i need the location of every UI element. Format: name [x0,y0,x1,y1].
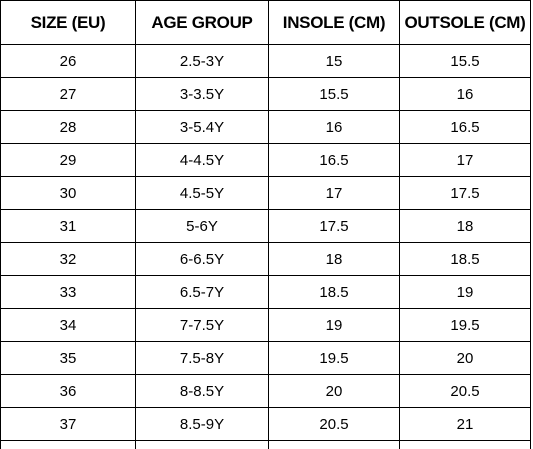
cell-outsole-cm: 17 [400,144,531,177]
cropped-cell [1,441,136,449]
table-header: SIZE (EU) AGE GROUP INSOLE (CM) OUTSOLE … [1,1,531,45]
cell-age-group: 3-3.5Y [136,78,269,111]
cell-age-group: 3-5.4Y [136,111,269,144]
cell-size-eu: 27 [1,78,136,111]
cell-outsole-cm: 19.5 [400,309,531,342]
cell-outsole-cm: 17.5 [400,177,531,210]
cell-outsole-cm: 18 [400,210,531,243]
cell-age-group: 8-8.5Y [136,375,269,408]
header-row: SIZE (EU) AGE GROUP INSOLE (CM) OUTSOLE … [1,1,531,45]
cell-insole-cm: 15.5 [269,78,400,111]
cell-outsole-cm: 15.5 [400,45,531,78]
cell-outsole-cm: 19 [400,276,531,309]
cell-size-eu: 32 [1,243,136,276]
cell-age-group: 7-7.5Y [136,309,269,342]
cell-age-group: 4-4.5Y [136,144,269,177]
cell-insole-cm: 15 [269,45,400,78]
cell-age-group: 2.5-3Y [136,45,269,78]
cell-size-eu: 28 [1,111,136,144]
header-size-eu: SIZE (EU) [1,1,136,45]
cell-insole-cm: 16 [269,111,400,144]
cell-outsole-cm: 16.5 [400,111,531,144]
cell-insole-cm: 20.5 [269,408,400,441]
cell-size-eu: 31 [1,210,136,243]
cell-size-eu: 26 [1,45,136,78]
cell-insole-cm: 18.5 [269,276,400,309]
cell-age-group: 4.5-5Y [136,177,269,210]
cell-insole-cm: 19 [269,309,400,342]
cell-size-eu: 30 [1,177,136,210]
cell-outsole-cm: 20.5 [400,375,531,408]
header-outsole-cm: OUTSOLE (CM) [400,1,531,45]
cell-insole-cm: 17 [269,177,400,210]
cell-size-eu: 35 [1,342,136,375]
cell-age-group: 6-6.5Y [136,243,269,276]
cell-outsole-cm: 20 [400,342,531,375]
cropped-cell [136,441,269,449]
cell-size-eu: 37 [1,408,136,441]
cell-size-eu: 36 [1,375,136,408]
cell-insole-cm: 19.5 [269,342,400,375]
cropped-cell [400,441,531,449]
cell-insole-cm: 17.5 [269,210,400,243]
cell-insole-cm: 18 [269,243,400,276]
table-row-cropped [1,441,531,449]
cell-age-group: 8.5-9Y [136,408,269,441]
cropped-cell [269,441,400,449]
cell-outsole-cm: 21 [400,408,531,441]
cell-age-group: 5-6Y [136,210,269,243]
cell-insole-cm: 20 [269,375,400,408]
header-insole-cm: INSOLE (CM) [269,1,400,45]
cell-size-eu: 29 [1,144,136,177]
cell-age-group: 7.5-8Y [136,342,269,375]
cell-size-eu: 33 [1,276,136,309]
cell-insole-cm: 16.5 [269,144,400,177]
cell-age-group: 6.5-7Y [136,276,269,309]
cell-size-eu: 34 [1,309,136,342]
cell-outsole-cm: 16 [400,78,531,111]
header-age-group: AGE GROUP [136,1,269,45]
cell-outsole-cm: 18.5 [400,243,531,276]
